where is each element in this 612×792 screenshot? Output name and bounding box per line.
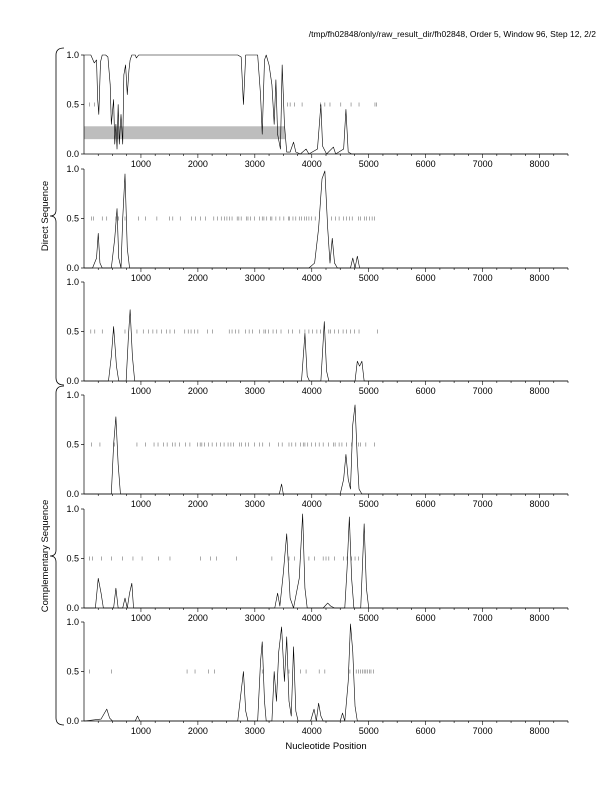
y-tick-label: 0.5 — [66, 327, 79, 337]
x-tick-label: 4000 — [302, 159, 322, 169]
x-tick-label: 4000 — [302, 386, 322, 396]
x-tick-label: 8000 — [530, 273, 550, 283]
y-tick-label: 0.0 — [66, 149, 79, 159]
x-tick-label: 6000 — [416, 386, 436, 396]
x-tick-label: 5000 — [359, 273, 379, 283]
panel-6: 0.0 0.5 1.0 1000 2000 3000 4000 5000 6000 7000 800… — [66, 617, 569, 736]
x-tick-label: 3000 — [245, 159, 265, 169]
complementary-sequence-brace — [49, 385, 65, 726]
x-tick-label: 3000 — [245, 613, 265, 623]
x-tick-label: 1000 — [131, 273, 151, 283]
x-tick-label: 6000 — [416, 273, 436, 283]
x-tick-label: 4000 — [302, 613, 322, 623]
x-tick-label: 6000 — [416, 613, 436, 623]
header-text: /tmp/fh02848/only/raw_result_dir/fh02848… — [309, 29, 597, 39]
probability-trace — [84, 309, 568, 382]
y-tick-label: 0.5 — [66, 554, 79, 564]
x-tick-label: 1000 — [131, 499, 151, 509]
x-tick-label: 2000 — [188, 613, 208, 623]
x-tick-label: 1000 — [131, 726, 151, 736]
y-tick-label: 0.0 — [66, 603, 79, 613]
x-axis-label: Nucleotide Position — [285, 741, 366, 752]
x-tick-label: 2000 — [188, 273, 208, 283]
x-tick-label: 3000 — [245, 386, 265, 396]
y-tick-label: 0.0 — [66, 716, 79, 726]
x-tick-label: 5000 — [359, 386, 379, 396]
x-tick-label: 7000 — [473, 273, 493, 283]
y-tick-label: 1.0 — [66, 277, 79, 287]
x-tick-label: 4000 — [302, 499, 322, 509]
x-tick-label: 8000 — [530, 499, 550, 509]
panel-3: 0.0 0.5 1.0 1000 2000 3000 4000 5000 6000 7000 800… — [66, 277, 569, 396]
x-tick-label: 7000 — [473, 613, 493, 623]
x-tick-label: 2000 — [188, 159, 208, 169]
panels: 0.0 0.5 1.0 1000 2000 3000 4000 5000 6000 7000 800… — [66, 50, 569, 736]
x-tick-label: 7000 — [473, 499, 493, 509]
highlight-band — [84, 126, 286, 140]
x-tick-label: 4000 — [302, 726, 322, 736]
y-tick-label: 0.0 — [66, 376, 79, 386]
x-tick-label: 1000 — [131, 386, 151, 396]
y-tick-label: 0.5 — [66, 100, 79, 110]
x-tick-label: 7000 — [473, 159, 493, 169]
panel-4: 0.0 0.5 1.0 1000 2000 3000 4000 5000 6000 7000 800… — [66, 390, 569, 509]
x-tick-label: 6000 — [416, 726, 436, 736]
probability-trace — [84, 513, 568, 609]
x-tick-label: 2000 — [188, 499, 208, 509]
y-tick-label: 0.5 — [66, 667, 79, 677]
x-tick-label: 5000 — [359, 613, 379, 623]
x-tick-label: 6000 — [416, 499, 436, 509]
x-tick-label: 2000 — [188, 386, 208, 396]
x-tick-label: 4000 — [302, 273, 322, 283]
probability-trace — [84, 54, 568, 155]
x-tick-label: 1000 — [131, 613, 151, 623]
probability-trace — [84, 170, 568, 269]
probability-trace — [83, 623, 568, 722]
y-tick-label: 0.0 — [66, 263, 79, 273]
panel-5: 0.0 0.5 1.0 1000 2000 3000 4000 5000 6000 7000 800… — [66, 504, 569, 623]
y-tick-label: 0.5 — [66, 214, 79, 224]
x-tick-label: 5000 — [359, 726, 379, 736]
x-tick-label: 7000 — [473, 726, 493, 736]
x-tick-label: 8000 — [530, 159, 550, 169]
x-tick-label: 8000 — [530, 613, 550, 623]
direct-sequence-label: Direct Sequence — [40, 181, 51, 251]
x-tick-label: 6000 — [416, 159, 436, 169]
x-tick-label: 1000 — [131, 159, 151, 169]
panel-2: 0.0 0.5 1.0 1000 2000 3000 4000 5000 6000 7000 800… — [66, 164, 569, 283]
x-tick-label: 8000 — [530, 726, 550, 736]
y-tick-label: 1.0 — [66, 504, 79, 514]
x-tick-label: 5000 — [359, 499, 379, 509]
y-tick-label: 0.0 — [66, 489, 79, 499]
x-tick-label: 2000 — [188, 726, 208, 736]
probability-trace — [84, 404, 568, 495]
direct-sequence-brace — [49, 47, 65, 386]
y-tick-label: 0.5 — [66, 440, 79, 450]
x-tick-label: 8000 — [530, 386, 550, 396]
panel-1: 0.0 0.5 1.0 1000 2000 3000 4000 5000 6000 7000 800… — [66, 50, 569, 169]
y-tick-label: 1.0 — [66, 50, 79, 60]
complementary-sequence-label: Complementary Sequence — [40, 500, 51, 612]
y-tick-label: 1.0 — [66, 617, 79, 627]
x-tick-label: 7000 — [473, 386, 493, 396]
x-tick-label: 3000 — [245, 499, 265, 509]
x-tick-label: 3000 — [245, 273, 265, 283]
y-tick-label: 1.0 — [66, 164, 79, 174]
x-tick-label: 3000 — [245, 726, 265, 736]
y-tick-label: 1.0 — [66, 390, 79, 400]
x-tick-label: 5000 — [359, 159, 379, 169]
